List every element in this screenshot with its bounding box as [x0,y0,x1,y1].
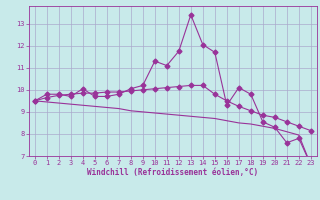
X-axis label: Windchill (Refroidissement éolien,°C): Windchill (Refroidissement éolien,°C) [87,168,258,177]
